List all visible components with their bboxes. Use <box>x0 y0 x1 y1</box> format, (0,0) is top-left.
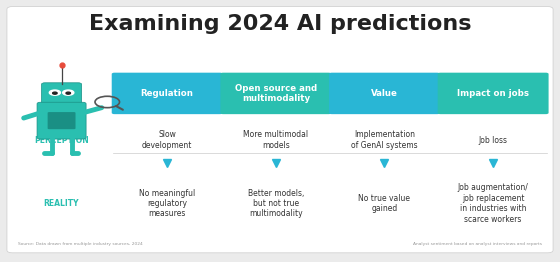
Text: No meaningful
regulatory
measures: No meaningful regulatory measures <box>139 189 195 219</box>
FancyBboxPatch shape <box>41 83 82 105</box>
Text: Analyst sentiment based on analyst interviews and reports: Analyst sentiment based on analyst inter… <box>413 242 542 246</box>
Text: PERCEPTION: PERCEPTION <box>34 135 88 145</box>
FancyBboxPatch shape <box>221 73 332 114</box>
FancyBboxPatch shape <box>111 73 223 114</box>
Circle shape <box>66 92 71 94</box>
FancyBboxPatch shape <box>329 73 440 114</box>
Text: REALITY: REALITY <box>44 199 79 208</box>
Text: Job loss: Job loss <box>479 135 507 145</box>
Text: Source: Data drawn from multiple industry sources, 2024: Source: Data drawn from multiple industr… <box>18 242 143 246</box>
FancyBboxPatch shape <box>48 112 76 129</box>
Text: Open source and
multimodality: Open source and multimodality <box>235 84 317 103</box>
Circle shape <box>63 90 74 95</box>
Text: Job augmentation/
job replacement
in industries with
scarce workers: Job augmentation/ job replacement in ind… <box>458 183 529 224</box>
Text: Better models,
but not true
multimodality: Better models, but not true multimodalit… <box>248 189 304 219</box>
Text: Implementation
of GenAI systems: Implementation of GenAI systems <box>351 130 418 150</box>
Text: More multimodal
models: More multimodal models <box>243 130 309 150</box>
FancyBboxPatch shape <box>7 7 553 253</box>
Text: Impact on jobs: Impact on jobs <box>457 89 529 98</box>
FancyBboxPatch shape <box>37 102 86 139</box>
FancyBboxPatch shape <box>438 73 549 114</box>
Text: Regulation: Regulation <box>141 89 194 98</box>
Text: Examining 2024 AI predictions: Examining 2024 AI predictions <box>88 14 472 34</box>
Text: Value: Value <box>371 89 398 98</box>
Text: Slow
development: Slow development <box>142 130 192 150</box>
Circle shape <box>49 90 60 95</box>
Text: No true value
gained: No true value gained <box>358 194 410 213</box>
Circle shape <box>53 92 57 94</box>
